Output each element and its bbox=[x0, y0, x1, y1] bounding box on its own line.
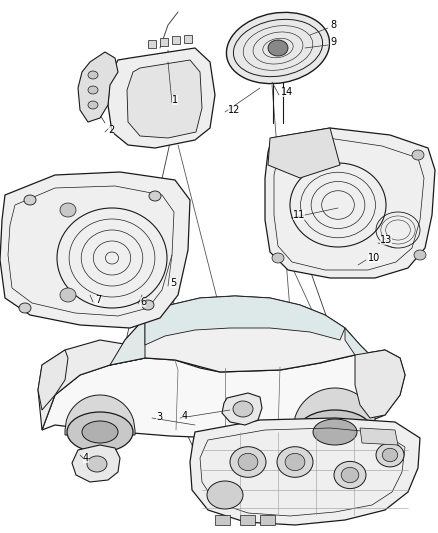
Ellipse shape bbox=[19, 303, 31, 313]
Polygon shape bbox=[360, 428, 398, 445]
Polygon shape bbox=[72, 445, 120, 482]
Polygon shape bbox=[38, 350, 68, 410]
Text: 13: 13 bbox=[380, 235, 392, 245]
Ellipse shape bbox=[60, 288, 76, 302]
Ellipse shape bbox=[67, 412, 133, 452]
Ellipse shape bbox=[226, 12, 329, 84]
Polygon shape bbox=[42, 350, 405, 438]
Ellipse shape bbox=[268, 40, 288, 56]
Ellipse shape bbox=[142, 300, 154, 310]
Polygon shape bbox=[240, 515, 255, 525]
Polygon shape bbox=[148, 40, 156, 48]
Ellipse shape bbox=[149, 191, 161, 201]
Polygon shape bbox=[268, 128, 340, 178]
Text: 3: 3 bbox=[156, 412, 162, 422]
Polygon shape bbox=[184, 35, 192, 43]
Polygon shape bbox=[110, 296, 375, 372]
Ellipse shape bbox=[60, 203, 76, 217]
Ellipse shape bbox=[233, 401, 253, 417]
Polygon shape bbox=[160, 38, 168, 46]
Text: 12: 12 bbox=[228, 105, 240, 115]
Text: 14: 14 bbox=[281, 87, 293, 97]
Text: 5: 5 bbox=[170, 278, 176, 288]
Polygon shape bbox=[190, 418, 420, 525]
Ellipse shape bbox=[230, 447, 266, 477]
Polygon shape bbox=[145, 296, 345, 345]
Text: 4: 4 bbox=[83, 453, 89, 463]
Ellipse shape bbox=[207, 481, 243, 509]
Polygon shape bbox=[65, 395, 135, 435]
Ellipse shape bbox=[82, 421, 118, 443]
Ellipse shape bbox=[88, 101, 98, 109]
Ellipse shape bbox=[87, 456, 107, 472]
Ellipse shape bbox=[297, 410, 373, 454]
Ellipse shape bbox=[285, 454, 305, 471]
Polygon shape bbox=[222, 393, 262, 425]
Text: 7: 7 bbox=[95, 295, 101, 305]
Polygon shape bbox=[78, 52, 118, 122]
Text: 2: 2 bbox=[108, 125, 114, 135]
Polygon shape bbox=[38, 340, 145, 430]
Polygon shape bbox=[108, 48, 215, 148]
Ellipse shape bbox=[376, 443, 404, 467]
Ellipse shape bbox=[334, 462, 366, 489]
Ellipse shape bbox=[414, 250, 426, 260]
Text: 1: 1 bbox=[172, 95, 178, 105]
Polygon shape bbox=[110, 318, 145, 365]
Ellipse shape bbox=[382, 448, 398, 462]
Ellipse shape bbox=[277, 447, 313, 477]
Polygon shape bbox=[172, 36, 180, 44]
Ellipse shape bbox=[238, 454, 258, 471]
Polygon shape bbox=[215, 515, 230, 525]
Ellipse shape bbox=[88, 86, 98, 94]
Ellipse shape bbox=[412, 150, 424, 160]
Ellipse shape bbox=[279, 145, 291, 155]
Ellipse shape bbox=[24, 195, 36, 205]
Ellipse shape bbox=[341, 467, 359, 483]
Ellipse shape bbox=[88, 71, 98, 79]
Text: 8: 8 bbox=[330, 20, 336, 30]
Polygon shape bbox=[295, 388, 375, 436]
Text: 9: 9 bbox=[330, 37, 336, 47]
Polygon shape bbox=[265, 128, 435, 278]
Text: 4: 4 bbox=[182, 411, 188, 421]
Polygon shape bbox=[345, 328, 375, 360]
Polygon shape bbox=[0, 172, 190, 328]
Text: 6: 6 bbox=[140, 297, 146, 307]
Polygon shape bbox=[355, 350, 405, 418]
Text: 11: 11 bbox=[293, 210, 305, 220]
Polygon shape bbox=[260, 515, 275, 525]
Ellipse shape bbox=[272, 253, 284, 263]
Ellipse shape bbox=[313, 419, 357, 445]
Text: 10: 10 bbox=[368, 253, 380, 263]
Polygon shape bbox=[127, 60, 202, 138]
